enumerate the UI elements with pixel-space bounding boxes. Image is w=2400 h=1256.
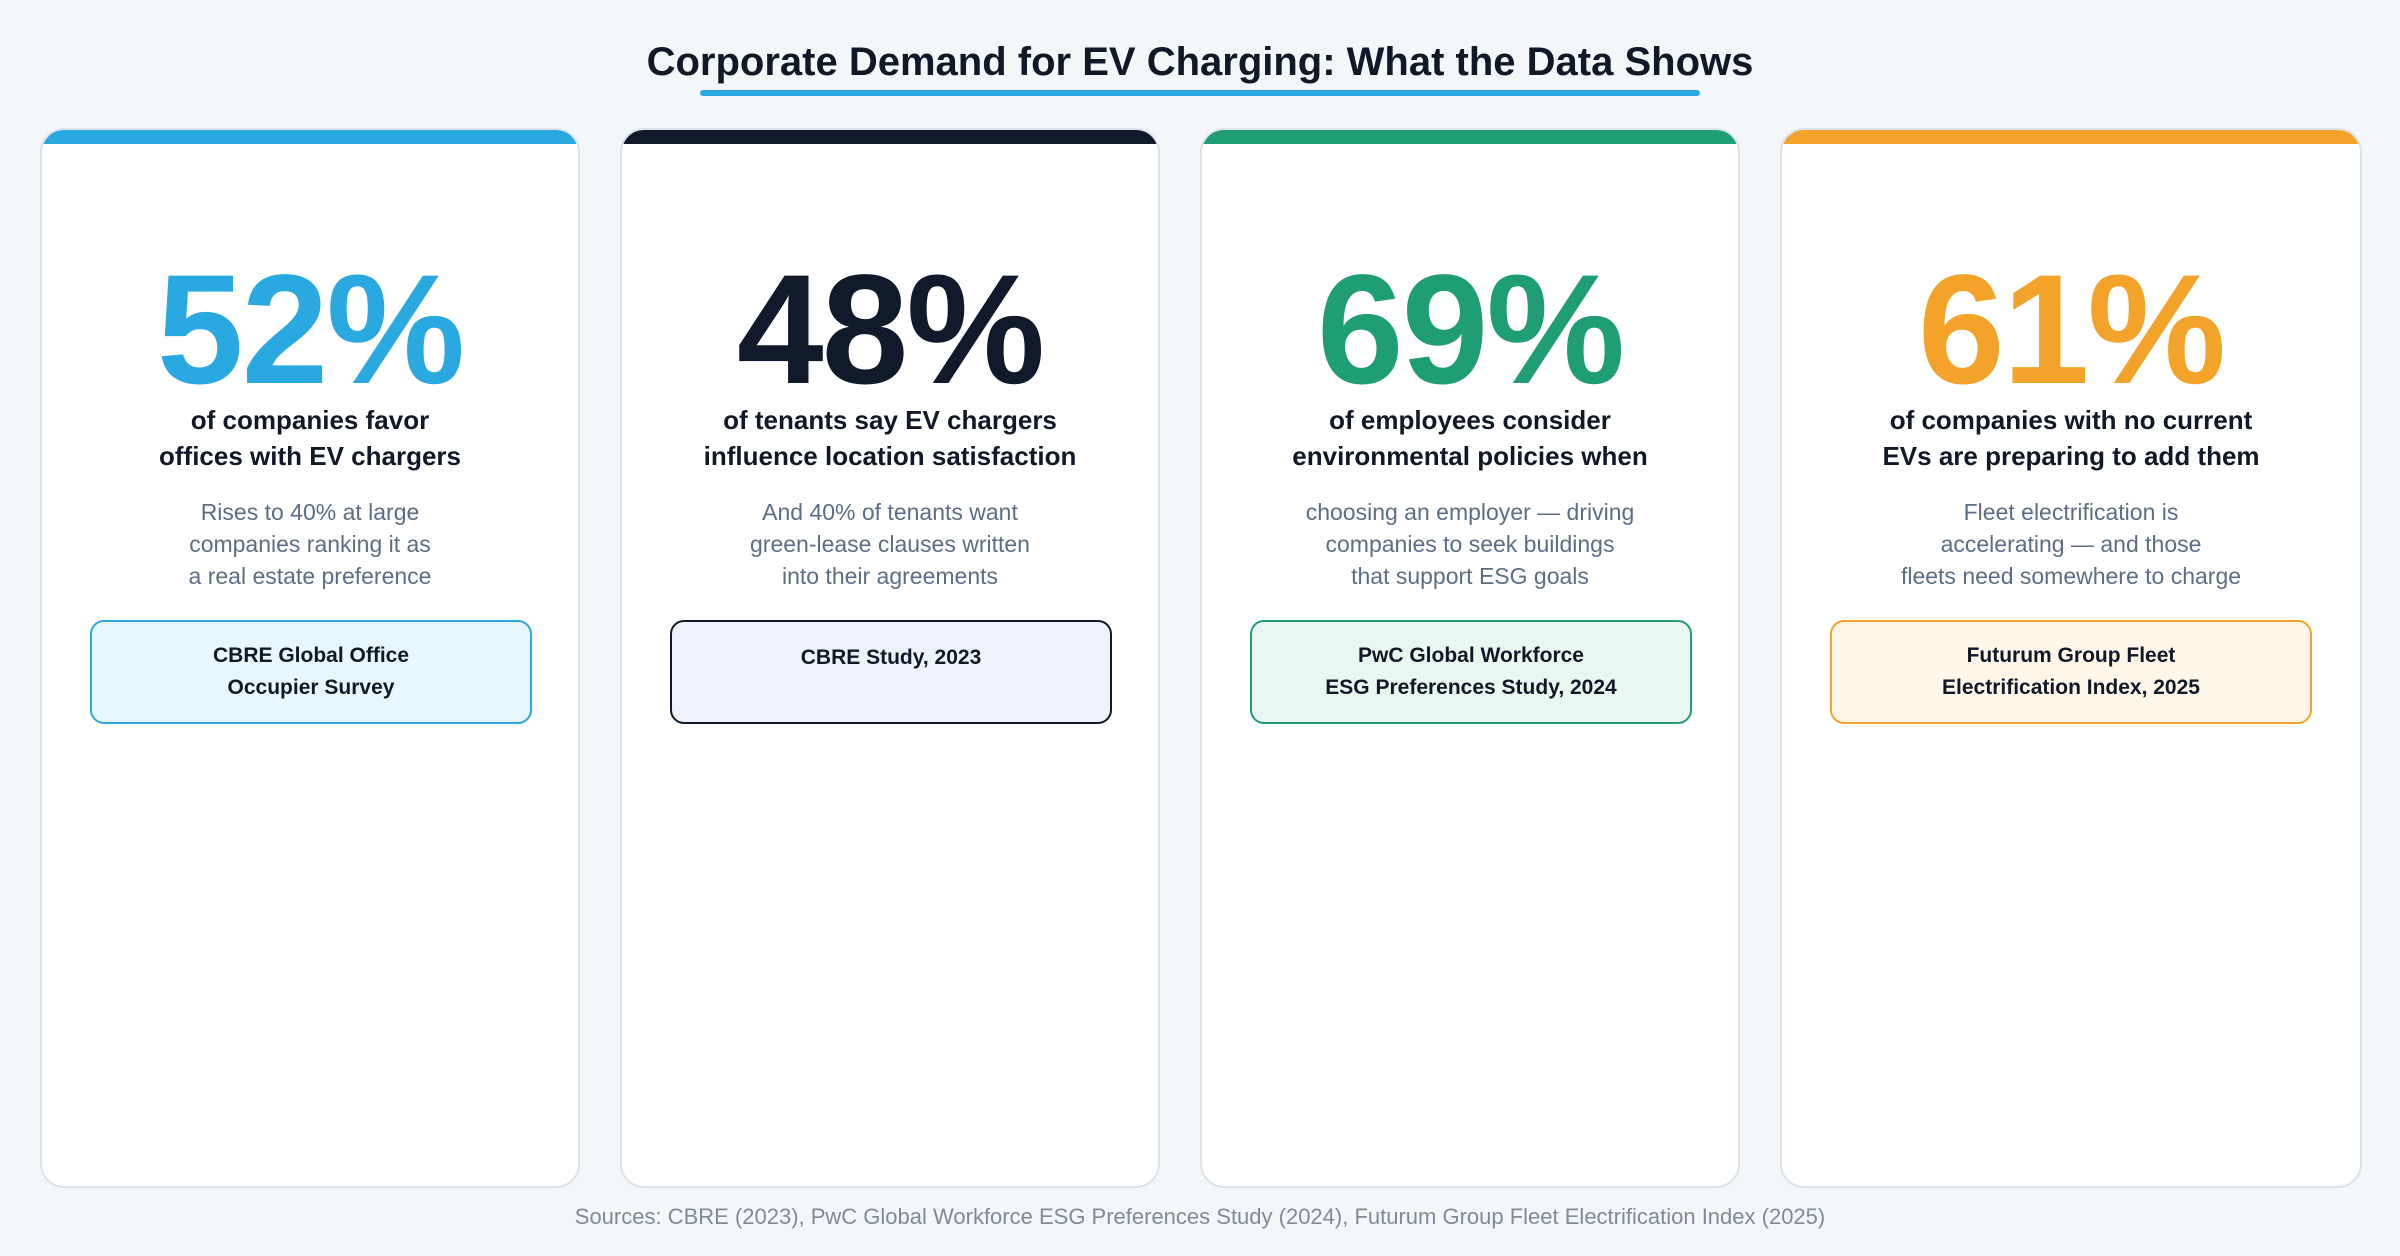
detail-line: Rises to 40% at large bbox=[200, 499, 420, 525]
detail-line: fleets need somewhere to charge bbox=[1900, 563, 2242, 589]
detail-line: green-lease clauses written bbox=[750, 531, 1030, 557]
stat-headline: of employees consider environmental poli… bbox=[1262, 402, 1678, 474]
stat-headline: of companies favor offices with EV charg… bbox=[102, 402, 518, 474]
stat-detail: Fleet electrification is accelerating — … bbox=[1842, 496, 2300, 592]
headline-line: of employees consider bbox=[1329, 405, 1611, 435]
headline-line: of companies with no current bbox=[1889, 405, 2253, 435]
source-box: Futurum Group Fleet Electrification Inde… bbox=[1830, 620, 2312, 724]
source-box: PwC Global Workforce ESG Preferences Stu… bbox=[1250, 620, 1692, 724]
card-accent-bar bbox=[1782, 130, 2360, 144]
headline-line: of companies favor bbox=[190, 405, 430, 435]
detail-line: companies ranking it as bbox=[189, 531, 431, 557]
stat-card-employees: 69% of employees consider environmental … bbox=[1200, 128, 1740, 1188]
stat-value: 61% bbox=[1917, 243, 2226, 417]
stat-value: 69% bbox=[1316, 243, 1625, 417]
card-accent-bar bbox=[1202, 130, 1738, 144]
stat-headline: of companies with no current EVs are pre… bbox=[1842, 402, 2300, 474]
stat-detail: choosing an employer — driving companies… bbox=[1262, 496, 1678, 592]
detail-line: that support ESG goals bbox=[1351, 563, 1589, 589]
source-line: Occupier Survey bbox=[227, 676, 395, 699]
stat-card-fleets: 61% of companies with no current EVs are… bbox=[1780, 128, 2362, 1188]
detail-line: And 40% of tenants want bbox=[762, 499, 1018, 525]
detail-line: a real estate preference bbox=[188, 563, 432, 589]
source-line: CBRE Study, 2023 bbox=[800, 646, 982, 669]
detail-line: companies to seek buildings bbox=[1325, 531, 1615, 557]
card-accent-bar bbox=[622, 130, 1158, 144]
headline-line: influence location satisfaction bbox=[703, 441, 1077, 471]
source-box: CBRE Global Office Occupier Survey bbox=[90, 620, 532, 724]
headline-line: EVs are preparing to add them bbox=[1882, 441, 2260, 471]
source-line: CBRE Global Office bbox=[212, 644, 410, 667]
source-line: Electrification Index, 2025 bbox=[1942, 676, 2200, 699]
headline-line: of tenants say EV chargers bbox=[723, 405, 1057, 435]
headline-line: environmental policies when bbox=[1292, 441, 1648, 471]
stat-detail: And 40% of tenants want green-lease clau… bbox=[682, 496, 1098, 592]
detail-line: into their agreements bbox=[781, 563, 999, 589]
stat-detail: Rises to 40% at large companies ranking … bbox=[102, 496, 518, 592]
stat-value: 52% bbox=[156, 243, 465, 417]
stat-card-tenants: 48% of tenants say EV chargers influence… bbox=[620, 128, 1160, 1188]
stat-card-companies-favor: 52% of companies favor offices with EV c… bbox=[40, 128, 580, 1188]
card-accent-bar bbox=[42, 130, 578, 144]
title-underline bbox=[700, 90, 1700, 96]
source-line: PwC Global Workforce bbox=[1358, 644, 1584, 667]
source-line: Futurum Group Fleet bbox=[1966, 644, 2176, 667]
sources-footer: Sources: CBRE (2023), PwC Global Workfor… bbox=[574, 1204, 1826, 1229]
detail-line: accelerating — and those bbox=[1940, 531, 2202, 557]
headline-line: offices with EV chargers bbox=[159, 441, 461, 471]
source-line: ESG Preferences Study, 2024 bbox=[1325, 676, 1617, 699]
source-box: CBRE Study, 2023 bbox=[670, 620, 1112, 724]
stat-headline: of tenants say EV chargers influence loc… bbox=[682, 402, 1098, 474]
detail-line: choosing an employer — driving bbox=[1305, 499, 1635, 525]
stat-value: 48% bbox=[736, 243, 1045, 417]
page-title: Corporate Demand for EV Charging: What t… bbox=[646, 40, 1754, 84]
detail-line: Fleet electrification is bbox=[1963, 499, 2179, 525]
